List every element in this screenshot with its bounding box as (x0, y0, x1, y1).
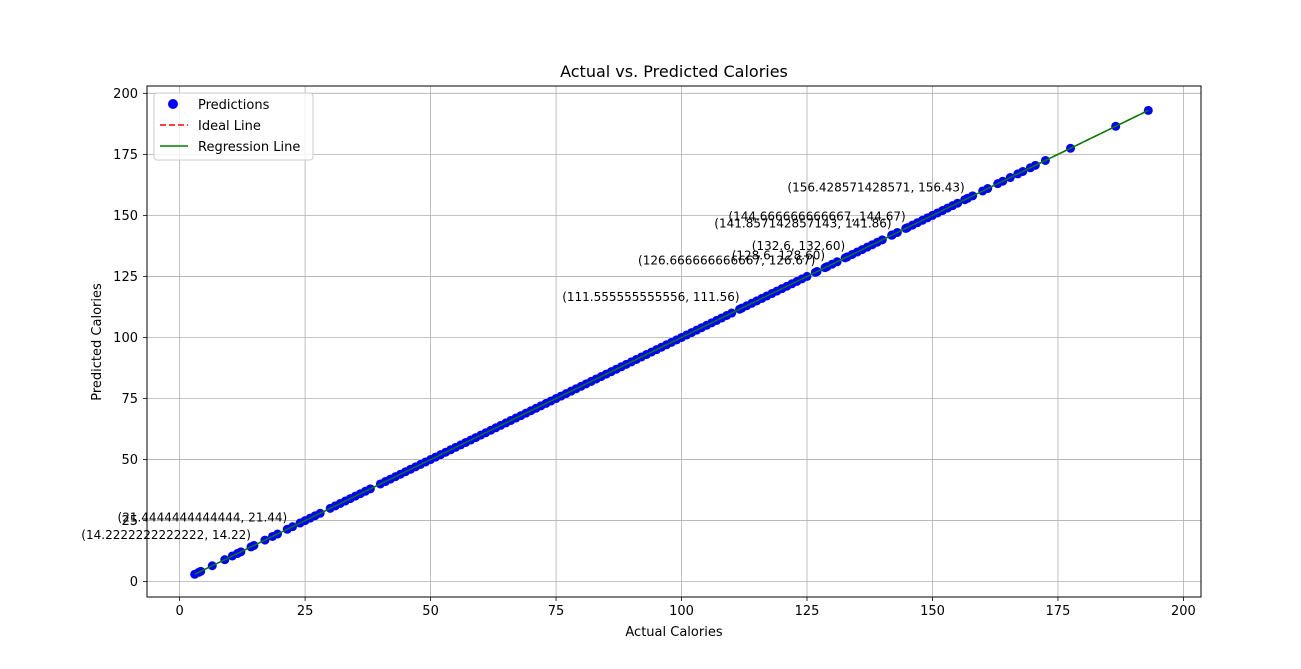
x-axis-ticks: 0 25 50 75 100 125 150 175 200 (175, 597, 1196, 619)
legend-label-regression-line: Regression Line (198, 140, 300, 155)
regression-line (194, 109, 1149, 575)
y-tick-label: 0 (130, 575, 138, 590)
y-tick-label: 150 (113, 209, 138, 224)
y-tick-label: 125 (113, 270, 138, 285)
legend-label-predictions: Predictions (198, 98, 270, 113)
y-tick-label: 50 (121, 453, 138, 468)
point-annotations: (156.428571428571, 156.43) (144.666666666… (81, 181, 964, 542)
point-annotation: (14.2222222222222, 14.22) (81, 528, 251, 542)
y-tick-label: 200 (113, 87, 138, 102)
y-tick-label: 100 (113, 331, 138, 346)
plot-frame (146, 85, 1202, 598)
point-annotation: (144.666666666667, 144.67) (728, 209, 905, 223)
y-axis-label: Predicted Calories (90, 283, 105, 401)
scatter-points (190, 105, 1153, 579)
point-annotation: (128.6, 128.60) (732, 249, 825, 263)
chart-title: Actual vs. Predicted Calories (560, 62, 788, 81)
legend: Predictions Ideal Line Regression Line (153, 92, 314, 161)
x-axis-label: Actual Calories (625, 625, 722, 640)
x-tick-label: 150 (920, 604, 945, 619)
y-tick-label: 75 (121, 392, 138, 407)
point-annotation: (21.4444444444444, 21.44) (118, 510, 288, 524)
x-tick-label: 125 (795, 604, 820, 619)
y-axis-ticks: 0 25 50 75 100 125 150 175 200 (113, 87, 147, 590)
point-annotation: (156.428571428571, 156.43) (787, 181, 964, 195)
x-tick-label: 100 (669, 604, 694, 619)
x-tick-label: 50 (422, 604, 439, 619)
x-tick-label: 75 (548, 604, 565, 619)
x-tick-label: 0 (175, 604, 183, 619)
x-tick-label: 175 (1046, 604, 1071, 619)
point-annotation: (141.857142857143, 141.86) (714, 216, 891, 230)
x-tick-label: 25 (297, 604, 314, 619)
x-tick-label: 200 (1171, 604, 1196, 619)
y-tick-label: 25 (121, 514, 138, 529)
point-annotation: (111.555555555556, 111.56) (562, 290, 739, 304)
point-annotation: (132.6, 132.60) (752, 239, 845, 253)
legend-box (153, 92, 314, 161)
point-annotation: (126.666666666667, 126.67) (638, 253, 815, 267)
y-tick-label: 175 (113, 148, 138, 163)
legend-marker-predictions (168, 99, 178, 109)
legend-label-ideal-line: Ideal Line (198, 119, 261, 134)
